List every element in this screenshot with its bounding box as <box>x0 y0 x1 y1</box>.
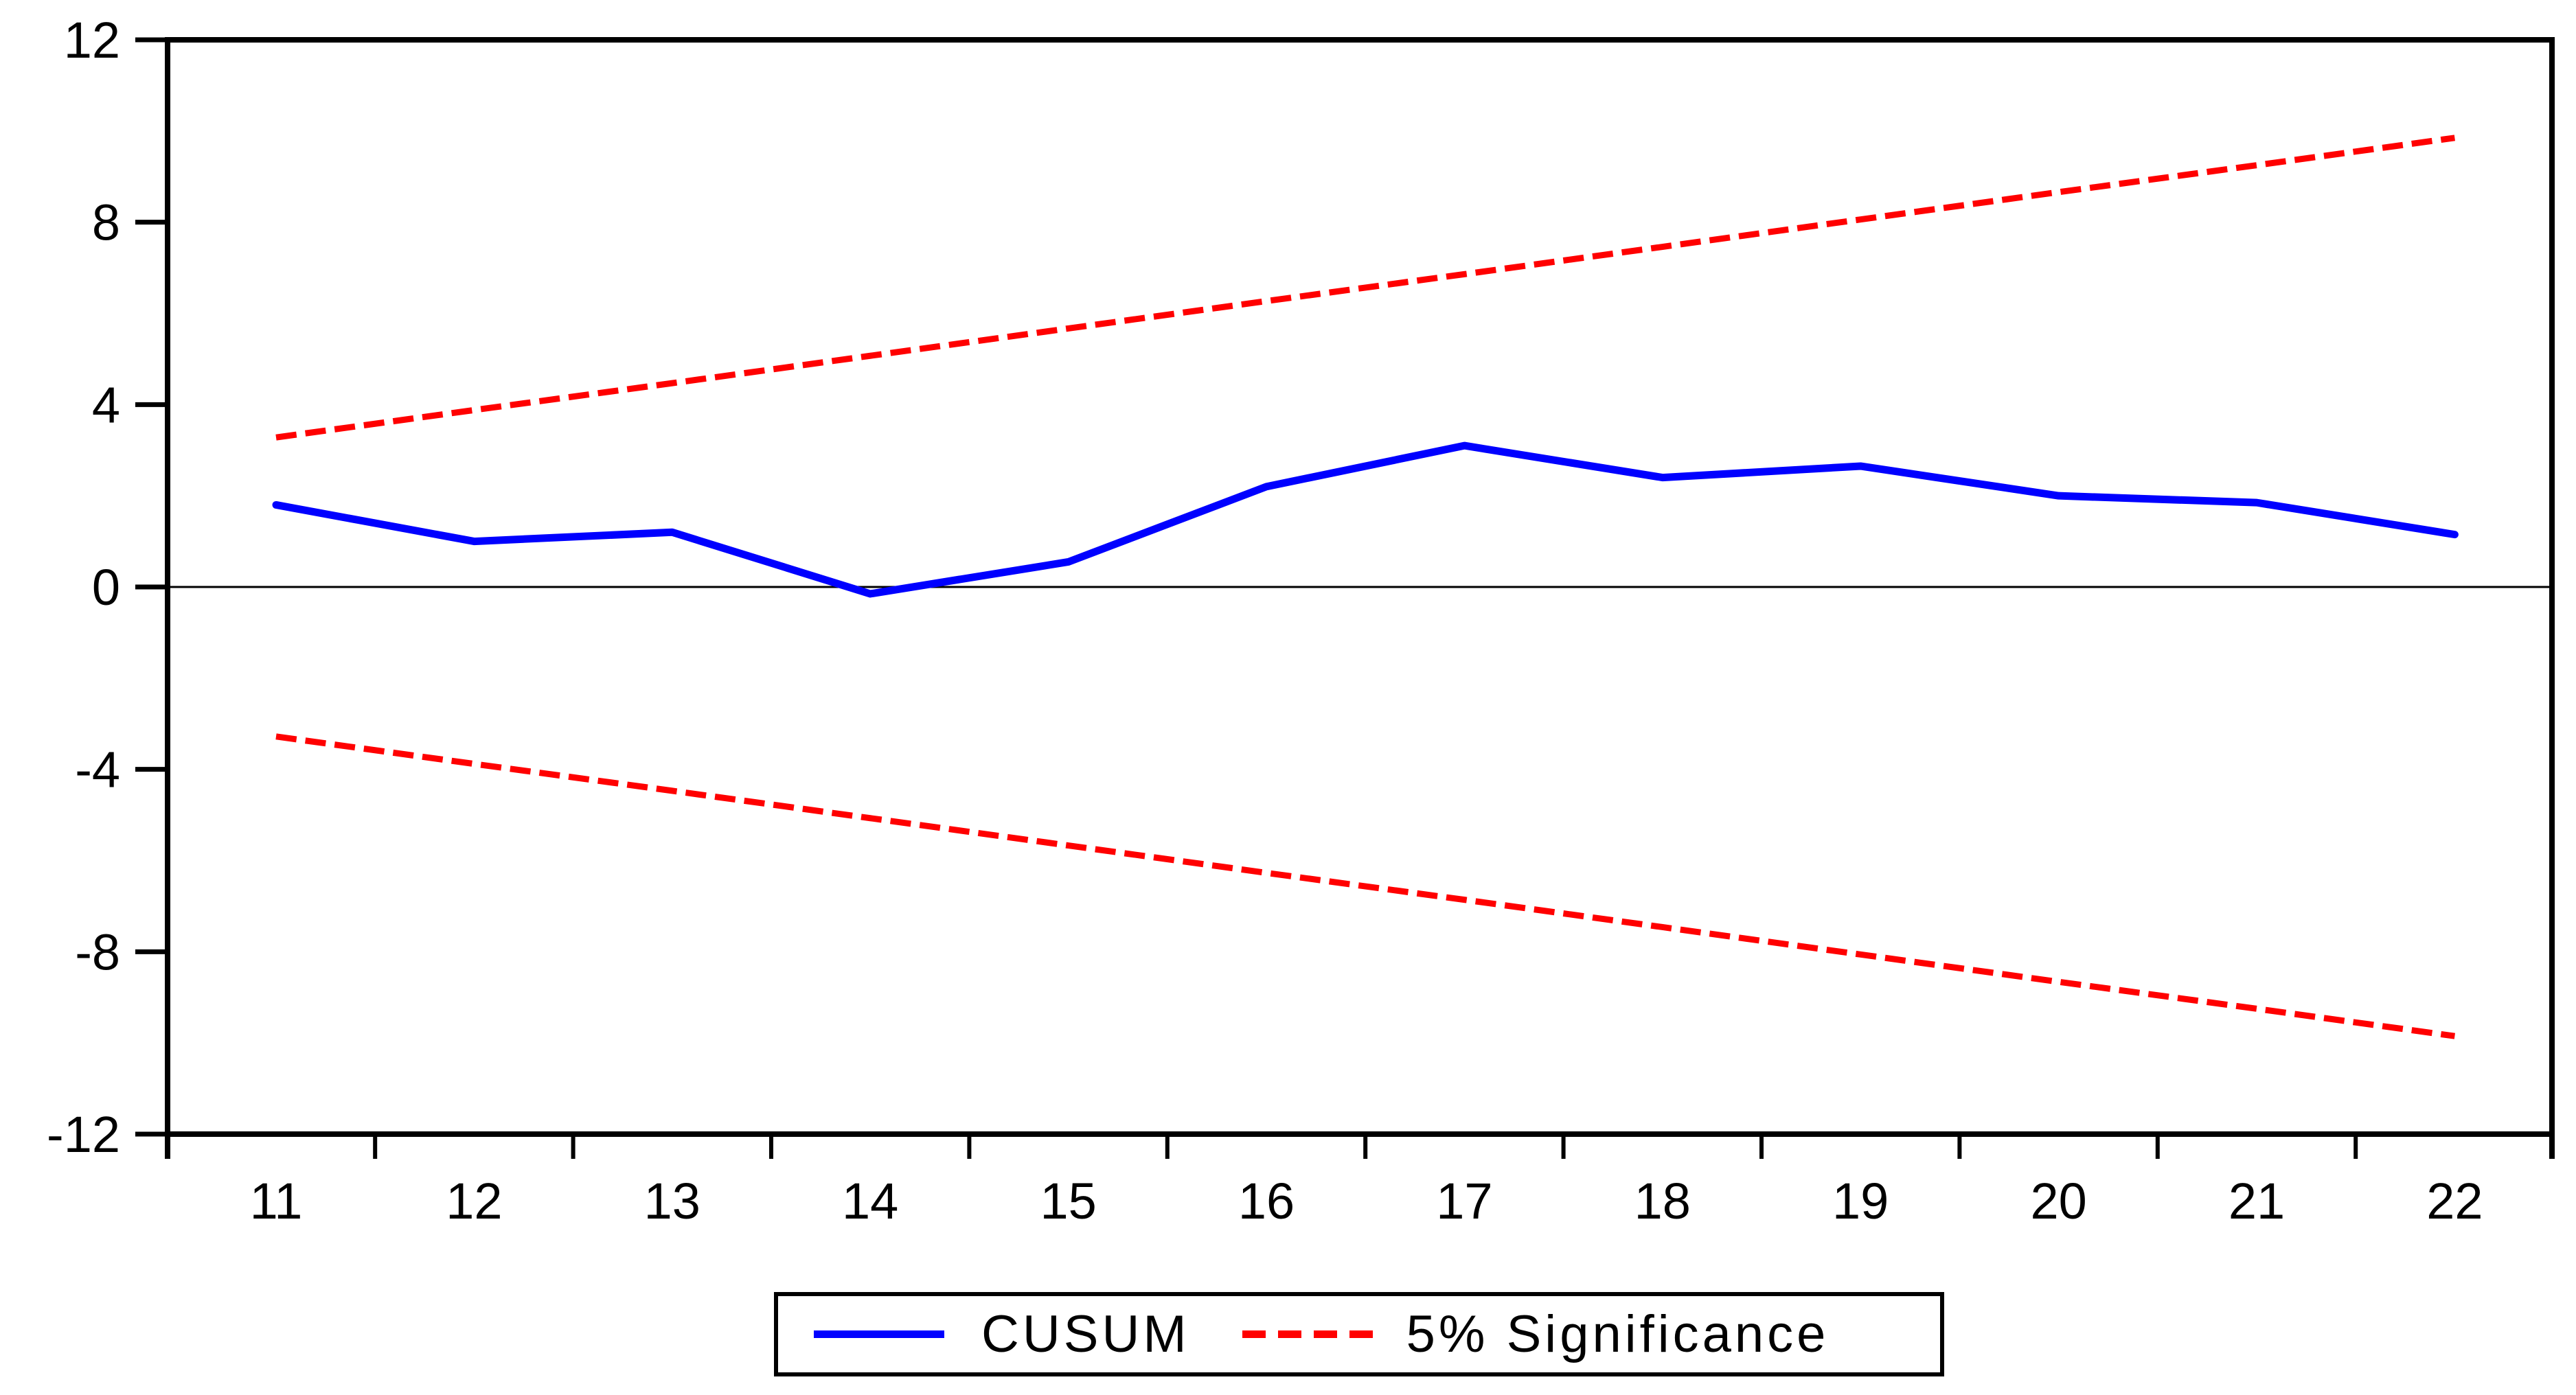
y-tick-label: 8 <box>92 194 120 251</box>
y-tick-label: 4 <box>92 376 120 433</box>
cusum-line <box>272 441 2459 598</box>
x-tick-label: 18 <box>1634 1173 1691 1230</box>
legend-significance-swatch <box>1242 1330 1373 1338</box>
x-tick-label: 16 <box>1238 1173 1295 1230</box>
x-tick-label: 21 <box>2229 1173 2285 1230</box>
x-tick-label: 20 <box>2030 1173 2086 1230</box>
x-tick-label: 19 <box>1832 1173 1889 1230</box>
y-tick-label: -12 <box>47 1106 120 1163</box>
y-tick-label: 0 <box>92 559 120 616</box>
x-tick-label: 15 <box>1040 1173 1096 1230</box>
significance-lower-line <box>275 733 2456 1039</box>
x-tick-label: 22 <box>2426 1173 2483 1230</box>
x-tick-label: 11 <box>250 1173 303 1230</box>
y-tick-label: -4 <box>75 741 120 798</box>
x-tick-label: 17 <box>1436 1173 1492 1230</box>
legend-cusum-label: CUSUM <box>981 1304 1190 1363</box>
legend-box: CUSUM 5% Significance <box>774 1292 1944 1376</box>
y-tick-label: 12 <box>64 12 120 69</box>
x-tick-label: 12 <box>446 1173 502 1230</box>
x-tick-label: 14 <box>842 1173 898 1230</box>
legend-significance-label: 5% Significance <box>1406 1304 1830 1363</box>
plot-frame <box>165 37 2555 1159</box>
significance-upper-line <box>275 135 2456 441</box>
y-tick-label: -8 <box>75 923 120 980</box>
x-tick-label: 13 <box>644 1173 700 1230</box>
legend-cusum-swatch <box>814 1330 944 1338</box>
